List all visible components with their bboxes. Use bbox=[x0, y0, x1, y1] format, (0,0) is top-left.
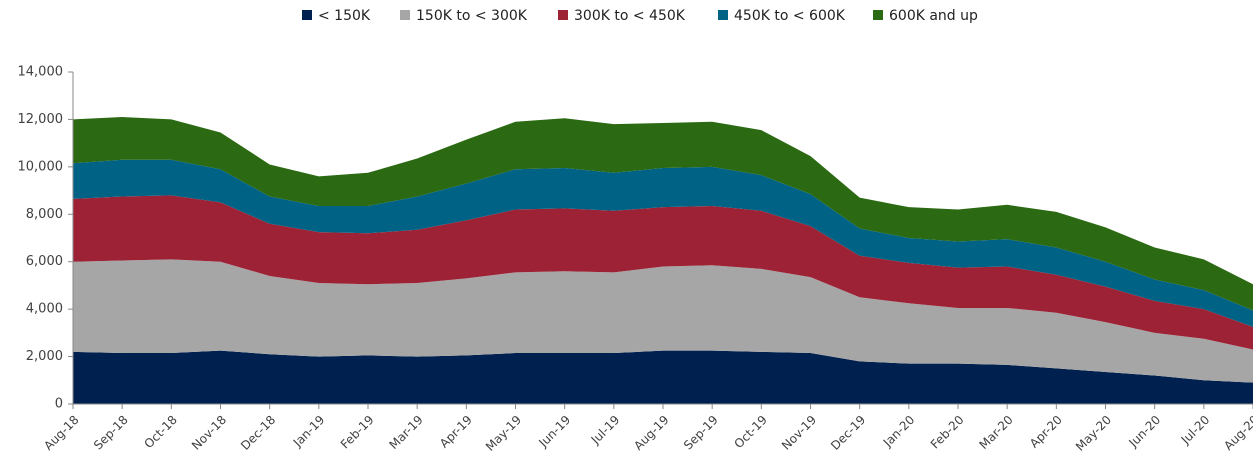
x-tick-label: Dec-19 bbox=[828, 413, 868, 453]
legend-label: 150K to < 300K bbox=[416, 8, 528, 24]
y-tick-label: 14,000 bbox=[18, 65, 64, 80]
y-tick-label: 6,000 bbox=[26, 254, 63, 269]
x-tick-label: Oct-18 bbox=[141, 413, 179, 451]
legend-label: < 150K bbox=[318, 8, 371, 24]
x-tick-label: Oct-19 bbox=[731, 413, 769, 451]
x-tick-label: Jul-19 bbox=[588, 413, 623, 448]
y-tick-label: 4,000 bbox=[26, 302, 63, 317]
legend-swatch bbox=[873, 10, 883, 20]
x-tick-label: Feb-20 bbox=[928, 413, 967, 452]
x-tick-label: Aug-18 bbox=[41, 413, 81, 453]
x-tick-label: Jan-20 bbox=[880, 413, 918, 451]
x-tick-label: Sep-19 bbox=[681, 413, 721, 453]
x-tick-label: May-20 bbox=[1073, 413, 1114, 454]
x-tick-label: Apr-20 bbox=[1027, 413, 1065, 451]
area bbox=[73, 195, 1253, 350]
x-tick-label: Nov-18 bbox=[189, 413, 229, 453]
x-tick-label: Feb-19 bbox=[338, 413, 377, 452]
x-tick-label: Jul-20 bbox=[1178, 413, 1213, 448]
legend-label: 600K and up bbox=[889, 8, 978, 24]
x-tick-label: May-19 bbox=[483, 413, 524, 454]
legend-label: 300K to < 450K bbox=[574, 8, 686, 24]
y-tick-label: 2,000 bbox=[26, 349, 63, 364]
x-tick-label: Jan-19 bbox=[290, 413, 328, 451]
x-tick-label: Apr-19 bbox=[437, 413, 475, 451]
legend-swatch bbox=[302, 10, 312, 20]
legend-swatch bbox=[718, 10, 728, 20]
x-tick-label: Sep-18 bbox=[91, 413, 131, 453]
legend-swatch bbox=[400, 10, 410, 20]
x-tick-label: Mar-20 bbox=[977, 413, 1016, 452]
x-tick-label: Aug-19 bbox=[631, 413, 671, 453]
y-tick-label: 12,000 bbox=[18, 112, 64, 127]
x-tick-label: Aug-20 bbox=[1221, 413, 1253, 453]
y-tick-label: 0 bbox=[55, 397, 63, 412]
area bbox=[73, 259, 1253, 383]
legend-swatch bbox=[558, 10, 568, 20]
area bbox=[73, 159, 1253, 327]
x-tick-label: Dec-18 bbox=[238, 413, 278, 453]
area bbox=[73, 117, 1253, 311]
x-tick-label: Nov-19 bbox=[779, 413, 819, 453]
legend-label: 450K to < 600K bbox=[734, 8, 846, 24]
x-tick-label: Jun-19 bbox=[536, 413, 574, 451]
x-tick-label: Mar-19 bbox=[387, 413, 426, 452]
y-tick-label: 8,000 bbox=[26, 207, 63, 222]
area bbox=[73, 350, 1253, 404]
x-tick-label: Jun-20 bbox=[1126, 413, 1164, 451]
y-tick-label: 10,000 bbox=[18, 159, 64, 174]
